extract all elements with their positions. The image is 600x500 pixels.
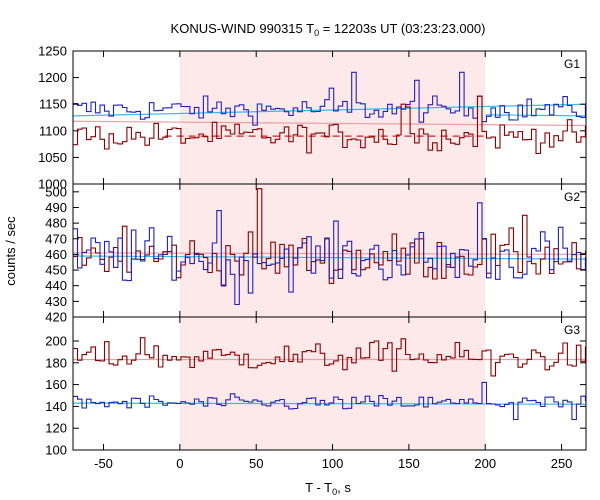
tick-labels: G1100010501100115012001250G2420430440450…	[38, 44, 580, 472]
x-tick-label: 250	[551, 456, 573, 471]
shaded-intervals	[179, 51, 486, 450]
y-tick-label-G2: 440	[45, 278, 67, 293]
x-tick-label: 100	[322, 456, 344, 471]
y-tick-label-G1: 1250	[38, 44, 67, 59]
x-tick-label: 0	[176, 456, 183, 471]
series-G3-blue	[73, 381, 586, 421]
xlabel-suffix: , s	[337, 480, 351, 495]
x-tick-label: -50	[94, 456, 113, 471]
title-subscript: 0	[314, 28, 319, 38]
panel-label-G1: G1	[564, 57, 580, 71]
y-tick-label-G1: 1200	[38, 70, 67, 85]
y-tick-label-G3: 100	[45, 443, 67, 458]
shaded-interval-G1	[179, 51, 486, 184]
x-tick-label: 150	[398, 456, 420, 471]
panel-label-G3: G3	[564, 323, 580, 337]
y-tick-label-G3: 160	[45, 377, 67, 392]
y-tick-label-G2: 430	[45, 294, 67, 309]
chart-title: KONUS-WIND 990315 T0 = 12203s UT (03:23:…	[171, 21, 486, 38]
data-series	[73, 71, 586, 421]
y-tick-label-G3: 180	[45, 355, 67, 370]
x-tick-label: 50	[249, 456, 263, 471]
xlabel-prefix: T - T	[305, 480, 332, 495]
y-tick-label-G2: 480	[45, 216, 67, 231]
title-suffix: = 12203s UT (03:23:23.000)	[319, 21, 485, 36]
x-tick-label: 200	[474, 456, 496, 471]
panel-frames	[72, 50, 587, 451]
series-G2-blue	[73, 202, 586, 306]
panel-label-G2: G2	[564, 190, 580, 204]
tick-marks	[73, 50, 586, 451]
y-tick-label-G2: 470	[45, 231, 67, 246]
y-tick-label-G2: 500	[45, 184, 67, 199]
y-tick-label-G2: 460	[45, 247, 67, 262]
xlabel-subscript: 0	[332, 487, 337, 497]
panel-frame-G3	[72, 316, 587, 451]
y-axis-label: counts / sec	[3, 216, 18, 286]
y-tick-label-G1: 1050	[38, 150, 67, 165]
y-tick-label-G3: 120	[45, 421, 67, 436]
y-tick-label-G2: 420	[45, 310, 67, 325]
y-tick-label-G1: 1000	[38, 177, 67, 192]
x-axis-label: T - T0, s	[305, 480, 351, 497]
y-tick-label-G1: 1100	[39, 123, 67, 138]
title-prefix: KONUS-WIND 990315 T	[171, 21, 315, 36]
y-tick-label-G1: 1150	[39, 97, 67, 112]
series-G1-blue	[73, 71, 586, 126]
shaded-interval-G3	[179, 317, 486, 450]
y-tick-label-G3: 140	[45, 399, 67, 414]
series-G1-red	[73, 95, 586, 155]
y-tick-label-G2: 490	[45, 200, 67, 215]
y-tick-label-G2: 450	[45, 263, 67, 278]
y-tick-label-G3: 200	[45, 333, 67, 348]
series-G3-red	[73, 337, 586, 377]
